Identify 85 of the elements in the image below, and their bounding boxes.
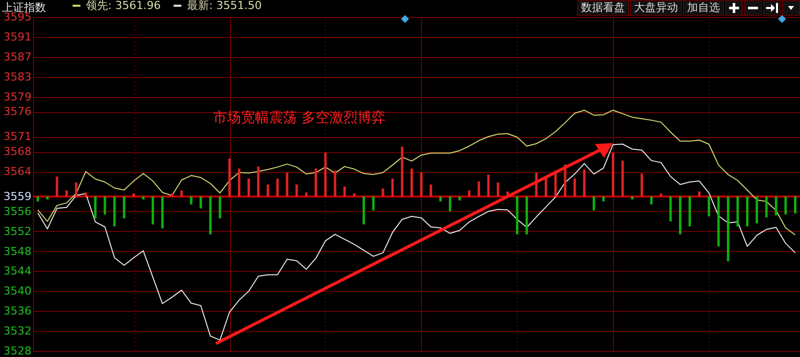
bar (526, 196, 528, 234)
bar (448, 196, 452, 212)
y-tick-label: 3559 (4, 190, 32, 203)
bar (94, 196, 97, 218)
legend-label: 领先: 3561.96 (86, 0, 161, 12)
bar (410, 168, 413, 196)
bar (458, 196, 461, 200)
bar (248, 178, 250, 196)
bar (142, 196, 144, 200)
bar (372, 196, 375, 210)
y-tick-label: 3540 (4, 284, 32, 298)
bar (362, 196, 365, 224)
bar (46, 196, 49, 200)
bar (190, 196, 192, 204)
bar (756, 196, 758, 224)
bar (84, 192, 87, 196)
bar (382, 188, 384, 196)
text: 加自选 (683, 0, 724, 16)
bar (468, 190, 470, 196)
text: 数据看盘 (577, 0, 629, 16)
bar (794, 196, 796, 214)
bar (678, 196, 682, 234)
y-tick-label: 3587 (4, 50, 32, 64)
bar (305, 192, 308, 196)
bar (487, 174, 490, 196)
bar (152, 196, 154, 224)
bar (708, 196, 710, 216)
bar (122, 196, 126, 218)
y-tick-label: 3548 (4, 244, 32, 258)
bar (200, 196, 202, 208)
bar (621, 160, 624, 196)
bar (650, 196, 653, 204)
bar (343, 186, 346, 196)
bar (324, 152, 327, 196)
bar (583, 170, 586, 196)
bar (180, 190, 183, 196)
y-tick-label: 3564 (4, 165, 32, 178)
bar (698, 191, 701, 196)
y-tick-label: 3579 (4, 90, 32, 104)
y-tick-label: 3591 (4, 30, 32, 44)
y-tick-label: 3536 (4, 304, 32, 318)
bar (420, 172, 422, 196)
bar (161, 196, 164, 228)
annotation: 市场宽幅震荡 多空激烈博弈 (213, 110, 386, 126)
bar (238, 168, 240, 196)
y-tick-label: 3528 (4, 344, 32, 357)
bar (104, 196, 106, 214)
y-tick-label: 3544 (4, 264, 32, 278)
bar (746, 196, 748, 226)
y-tick-label: 3576 (4, 105, 32, 118)
bar (631, 196, 634, 200)
bar (257, 166, 260, 196)
y-tick-label: 3571 (4, 130, 32, 144)
bar (266, 184, 270, 196)
y-tick-label: 3595 (4, 10, 32, 24)
bar (688, 196, 691, 226)
bar (516, 196, 518, 234)
y-tick-label: 3583 (4, 70, 32, 84)
bar (295, 184, 298, 196)
bar (478, 182, 480, 196)
bar (640, 174, 644, 196)
bar (592, 196, 596, 210)
bar (74, 182, 78, 196)
bar (573, 178, 576, 196)
bar (430, 184, 432, 196)
bar (669, 196, 672, 222)
bar (65, 190, 68, 196)
y-tick-label: 3552 (4, 224, 32, 238)
y-tick-label: 3532 (4, 324, 32, 338)
y-tick-label: 3556 (4, 204, 32, 218)
bar (209, 196, 212, 234)
line-series (37, 144, 796, 341)
bar (36, 196, 39, 202)
bar (286, 172, 288, 196)
bar (352, 193, 356, 196)
bar (400, 146, 404, 196)
bar (784, 196, 787, 214)
bar (726, 196, 730, 262)
line-series (37, 110, 796, 236)
text: 大盘异动 (630, 0, 682, 16)
bar (736, 196, 739, 226)
bar (765, 196, 768, 218)
bar (314, 168, 318, 196)
bar (132, 193, 135, 196)
y-tick-label: 3568 (4, 145, 32, 158)
